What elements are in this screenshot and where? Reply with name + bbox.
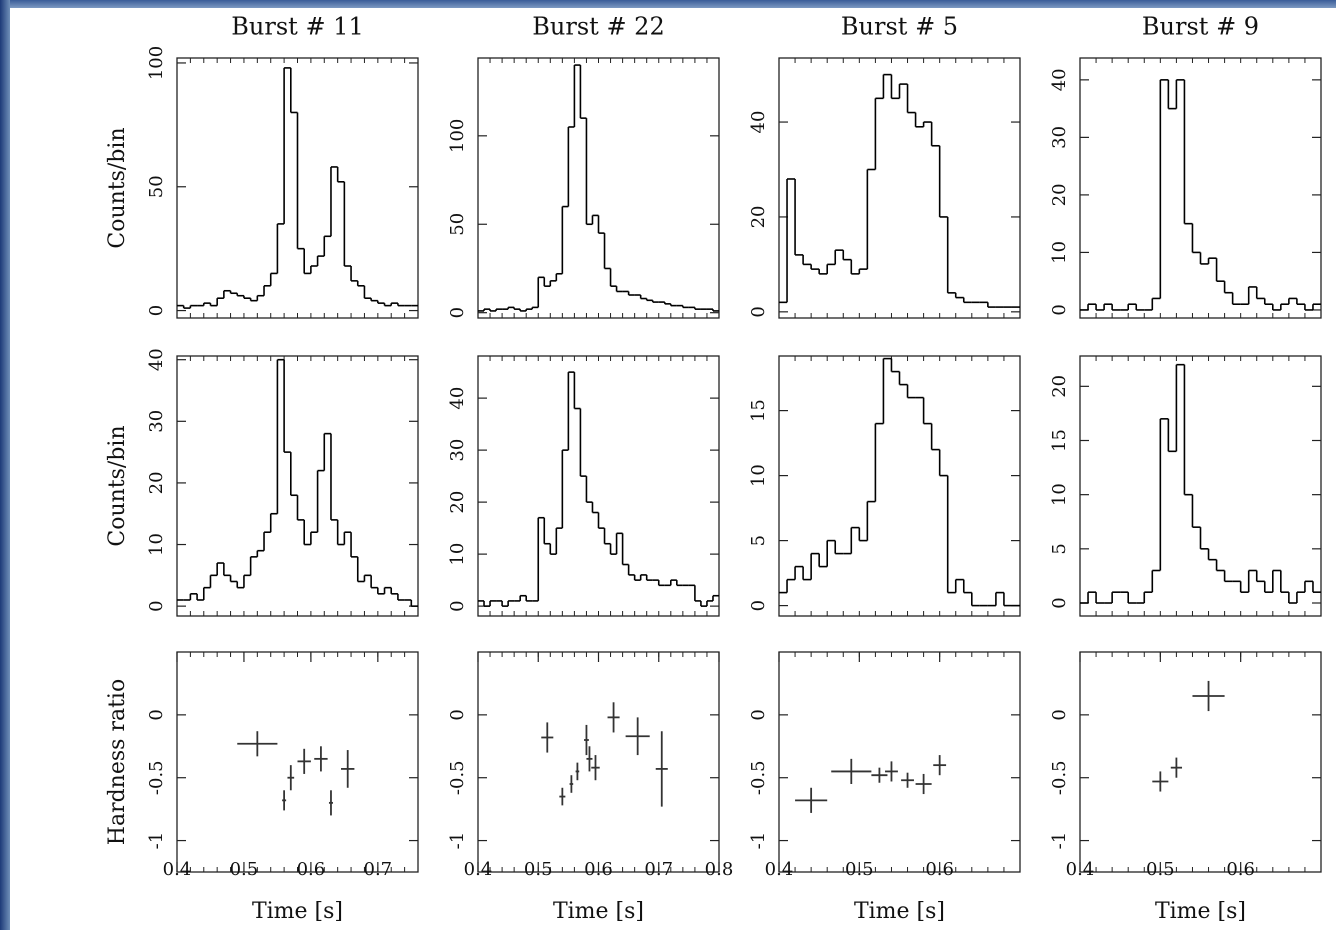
x-tick-label: 0.6 xyxy=(297,859,326,880)
x-tick-label: 0.4 xyxy=(464,859,493,880)
y-tick-label: 0 xyxy=(447,307,468,318)
y-tick-label: 0 xyxy=(1049,597,1070,608)
x-tick-label: 0.6 xyxy=(925,859,954,880)
y-tick-label: 5 xyxy=(748,535,769,546)
y-tick-label: 20 xyxy=(748,205,769,228)
y-tick-label: 10 xyxy=(1049,483,1070,506)
y-tick-label: 0 xyxy=(1049,304,1070,315)
x-tick-label: 0.8 xyxy=(705,859,734,880)
y-tick-label: 0 xyxy=(748,709,769,720)
y-tick-label: 20 xyxy=(1049,183,1070,206)
plot-frame xyxy=(778,355,1021,617)
y-tick-label: 100 xyxy=(447,119,468,153)
panel: Time [s] 0 -0.5 -1 0.4 0.5 0.6 xyxy=(748,651,1021,924)
plot-frame xyxy=(1079,355,1322,617)
y-tick-label: 5 xyxy=(1049,543,1070,554)
x-axis-label: Time [s] xyxy=(854,899,945,924)
x-tick-label: 0.5 xyxy=(230,859,259,880)
x-tick-label: 0.5 xyxy=(1146,859,1175,880)
panel: Counts/bin 0 10 20 30 40 xyxy=(105,348,419,617)
x-axis-label: Time [s] xyxy=(252,899,343,924)
y-axis-label: Counts/bin xyxy=(105,425,130,546)
y-axis-label: Counts/bin xyxy=(105,127,130,248)
y-tick-label: 0 xyxy=(447,709,468,720)
panel: Burst # 9 0 10 20 30 40 xyxy=(1049,13,1322,319)
y-tick-label: -0.5 xyxy=(447,760,468,795)
panel: Burst # 5 0 20 40 xyxy=(748,13,1021,319)
x-tick-label: 0.6 xyxy=(1226,859,1255,880)
panel: Time [s] 0 -0.5 -1 0.4 0.5 0.6 0.7 0.8 xyxy=(447,651,734,924)
y-tick-label: 0 xyxy=(146,600,167,611)
x-axis-label: Time [s] xyxy=(553,899,644,924)
plot-frame xyxy=(176,355,419,617)
y-tick-label: -1 xyxy=(447,832,468,850)
plot-frame xyxy=(477,57,720,319)
x-tick-label: 0.5 xyxy=(845,859,874,880)
x-tick-label: 0.7 xyxy=(644,859,673,880)
y-tick-label: 0 xyxy=(146,709,167,720)
y-tick-label: 0 xyxy=(748,306,769,317)
panel-title: Burst # 9 xyxy=(1142,13,1259,41)
y-tick-label: 20 xyxy=(447,491,468,514)
y-tick-label: -1 xyxy=(1049,832,1070,850)
y-tick-label: 10 xyxy=(447,543,468,566)
y-tick-label: 30 xyxy=(1049,126,1070,149)
x-tick-label: 0.5 xyxy=(524,859,553,880)
y-tick-label: 50 xyxy=(447,213,468,236)
y-tick-label: 20 xyxy=(1049,375,1070,398)
y-tick-label: 40 xyxy=(447,387,468,410)
y-axis-label: Hardness ratio xyxy=(105,679,130,845)
plot-frame xyxy=(778,57,1021,319)
y-tick-label: 0 xyxy=(748,600,769,611)
x-tick-label: 0.4 xyxy=(765,859,794,880)
x-axis-label: Time [s] xyxy=(1155,899,1246,924)
y-tick-label: 10 xyxy=(146,533,167,556)
plot-frame xyxy=(778,651,1021,873)
y-tick-label: 10 xyxy=(748,464,769,487)
panel: Burst # 22 0 50 100 xyxy=(447,13,720,319)
plot-frame xyxy=(1079,57,1322,319)
x-tick-label: 0.4 xyxy=(163,859,192,880)
y-tick-label: -0.5 xyxy=(1049,760,1070,795)
panel: 0 5 10 15 xyxy=(748,355,1021,617)
y-tick-label: 50 xyxy=(146,175,167,198)
y-tick-label: -0.5 xyxy=(146,760,167,795)
figure-sheet xyxy=(10,8,1336,930)
panel: 0 10 20 30 40 xyxy=(447,355,720,617)
y-tick-label: -1 xyxy=(146,832,167,850)
panel: 0 5 10 15 20 xyxy=(1049,355,1322,617)
y-tick-label: -0.5 xyxy=(748,760,769,795)
x-tick-label: 0.4 xyxy=(1066,859,1095,880)
y-tick-label: 0 xyxy=(146,305,167,316)
panel-title: Burst # 5 xyxy=(841,13,958,41)
plot-frame xyxy=(477,651,720,873)
y-tick-label: -1 xyxy=(748,832,769,850)
y-tick-label: 40 xyxy=(748,111,769,134)
y-tick-label: 0 xyxy=(447,600,468,611)
y-tick-label: 0 xyxy=(1049,709,1070,720)
y-tick-label: 100 xyxy=(146,46,167,80)
y-tick-label: 30 xyxy=(146,410,167,433)
y-tick-label: 15 xyxy=(1049,429,1070,452)
y-tick-label: 10 xyxy=(1049,241,1070,264)
panel: Burst # 11 Counts/bin 0 50 100 xyxy=(105,13,419,319)
plot-frame xyxy=(477,355,720,617)
y-tick-label: 15 xyxy=(748,399,769,422)
y-tick-label: 30 xyxy=(447,439,468,462)
x-tick-label: 0.7 xyxy=(364,859,393,880)
panel-title: Burst # 22 xyxy=(532,13,664,41)
panel: Time [s] 0 -0.5 -1 0.4 0.5 0.6 xyxy=(1049,651,1322,924)
y-tick-label: 40 xyxy=(146,348,167,371)
x-tick-label: 0.6 xyxy=(584,859,613,880)
y-tick-label: 20 xyxy=(146,471,167,494)
plot-frame xyxy=(1079,651,1322,873)
panel-title: Burst # 11 xyxy=(231,13,363,41)
panel: Hardness ratio Time [s] 0 -0.5 -1 0.4 0.5 0.6 0.… xyxy=(105,651,419,924)
y-tick-label: 40 xyxy=(1049,68,1070,91)
